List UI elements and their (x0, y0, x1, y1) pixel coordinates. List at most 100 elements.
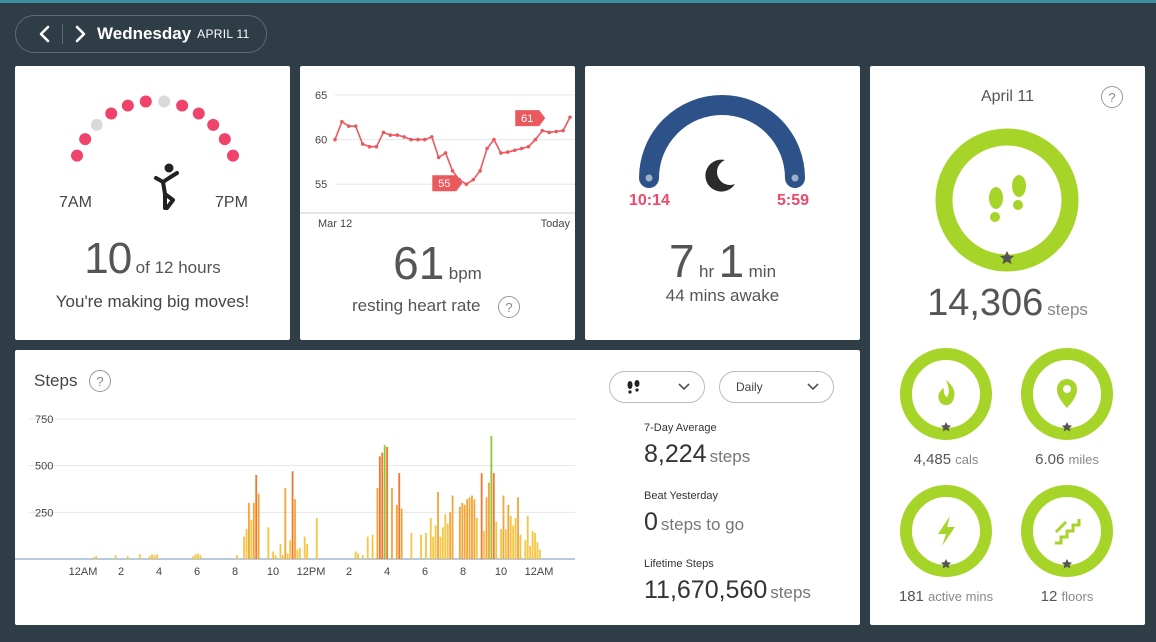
stat-label-7day: 7-Day Average (644, 422, 717, 434)
steps-bar (376, 488, 379, 559)
steps-bar (538, 549, 541, 559)
hr-point (540, 128, 545, 133)
stat-label-yesterday: Beat Yesterday (644, 490, 719, 502)
previous-day-button[interactable] (30, 16, 60, 52)
hr-point (464, 182, 469, 187)
summary-help-icon[interactable]: ? (1101, 86, 1123, 108)
hours-met-total: of 12 hours (135, 258, 221, 277)
steps-bar (439, 536, 442, 559)
active-minutes-ring[interactable] (900, 485, 992, 577)
hr-point (395, 133, 400, 137)
steps-bar (466, 499, 469, 559)
steps-bar (437, 491, 439, 559)
activity-type-dropdown[interactable] (609, 371, 705, 403)
distance-unit: miles (1068, 452, 1099, 467)
heart-rate-tile[interactable]: 65 60 55 Mar 12 Today 55 61 61 bpm resting he… (300, 66, 575, 340)
heart-rate-chart: 65 60 55 Mar 12 Today 55 61 (300, 90, 575, 230)
steps-bar (153, 555, 156, 559)
daily-summary-tile: April 11 ? 14,306 steps 4,485 cals (870, 66, 1145, 625)
hour-missed-dot (158, 95, 171, 108)
distance-ring[interactable] (1021, 348, 1113, 440)
steps-bar (480, 473, 483, 559)
chevron-down-icon (678, 383, 690, 391)
steps-x-tick: 10 (267, 566, 279, 578)
hr-point (471, 177, 476, 182)
flame-icon (938, 380, 955, 405)
period-dropdown[interactable]: Daily (719, 371, 834, 403)
steps-bar (148, 556, 151, 559)
hour-met-dot (176, 99, 189, 112)
steps-bar (257, 493, 260, 559)
steps-x-tick: 6 (194, 566, 200, 578)
hr-min-badge: 55 (438, 178, 450, 190)
steps-bar (361, 555, 364, 559)
hours-met-value: 10 (84, 234, 132, 283)
steps-bar (92, 557, 95, 559)
steps-bar (468, 497, 471, 559)
chevron-left-icon (39, 25, 50, 43)
steps-bar (357, 553, 359, 559)
hr-point (547, 130, 552, 135)
hr-point (561, 128, 565, 133)
steps-bar (151, 554, 153, 559)
steps-bar (386, 447, 389, 559)
steps-bar (449, 512, 452, 559)
steps-x-tick: 12PM (297, 566, 326, 578)
hour-met-dot (218, 133, 231, 146)
hourly-activity-tile[interactable]: 7AM 7PM 10 of 12 hours You're making big… (15, 66, 290, 340)
steps-bar (248, 503, 250, 559)
period-dropdown-value: Daily (736, 380, 763, 394)
summary-date: April 11 (980, 88, 1035, 105)
sleep-tile[interactable]: 10:14 5:59 7 hr 1 min 44 mins awake (585, 66, 860, 340)
steps-bar (429, 517, 432, 559)
hour-met-dot (207, 118, 220, 131)
steps-x-tick: 2 (118, 566, 124, 578)
hr-x-label-end: Today (541, 218, 571, 230)
steps-bar (500, 529, 502, 559)
stat-number-lifetime: 11,670,560 (644, 576, 768, 604)
steps-y-tick: 250 (35, 507, 53, 519)
steps-bar (534, 532, 536, 559)
heart-help-icon[interactable]: ? (498, 296, 520, 318)
steps-help-icon[interactable]: ? (89, 370, 111, 392)
person-moving-icon (154, 163, 179, 210)
stat-label-lifetime: Lifetime Steps (644, 558, 714, 570)
hour-missed-dot (90, 118, 103, 131)
hr-latest-badge-shape (515, 110, 546, 127)
steps-bar (354, 551, 357, 559)
summary-rings (900, 128, 1113, 577)
steps-bar (272, 551, 275, 559)
floors-ring[interactable] (1021, 485, 1113, 577)
sleep-hours-unit: hr (699, 262, 715, 281)
hr-point (436, 155, 441, 160)
hr-point (416, 137, 420, 142)
steps-goal-ring[interactable] (935, 128, 1079, 272)
active-minutes-unit: active mins (928, 589, 994, 604)
distance-value: 6.06 (1035, 451, 1065, 468)
sleep-gauge (639, 95, 805, 192)
current-date: APRIL 11 (197, 27, 250, 41)
resting-hr-value: 61 (393, 237, 445, 289)
calories-ring[interactable] (900, 348, 992, 440)
floors-value: 12 (1040, 588, 1058, 605)
next-day-button[interactable] (65, 16, 95, 52)
stat-unit-yesterday: steps to go (660, 515, 745, 534)
lightning-bolt-icon (938, 516, 955, 546)
steps-bar (483, 531, 486, 559)
steps-x-tick: 4 (156, 566, 162, 578)
stairs-icon (1054, 519, 1081, 545)
steps-bar (488, 482, 490, 559)
steps-bar (398, 473, 401, 559)
steps-bar (126, 556, 129, 559)
hr-point (409, 137, 413, 142)
steps-bar (519, 534, 522, 559)
hr-point (443, 151, 448, 155)
steps-bar (434, 525, 437, 559)
steps-y-tick: 500 (35, 461, 53, 473)
steps-bar (95, 556, 98, 559)
hourly-dots-arc (71, 95, 239, 210)
steps-x-tick: 8 (460, 566, 466, 578)
stat-number-yesterday: 0 (644, 508, 658, 536)
hr-y-tick: 55 (315, 179, 327, 191)
steps-bar (279, 544, 282, 559)
